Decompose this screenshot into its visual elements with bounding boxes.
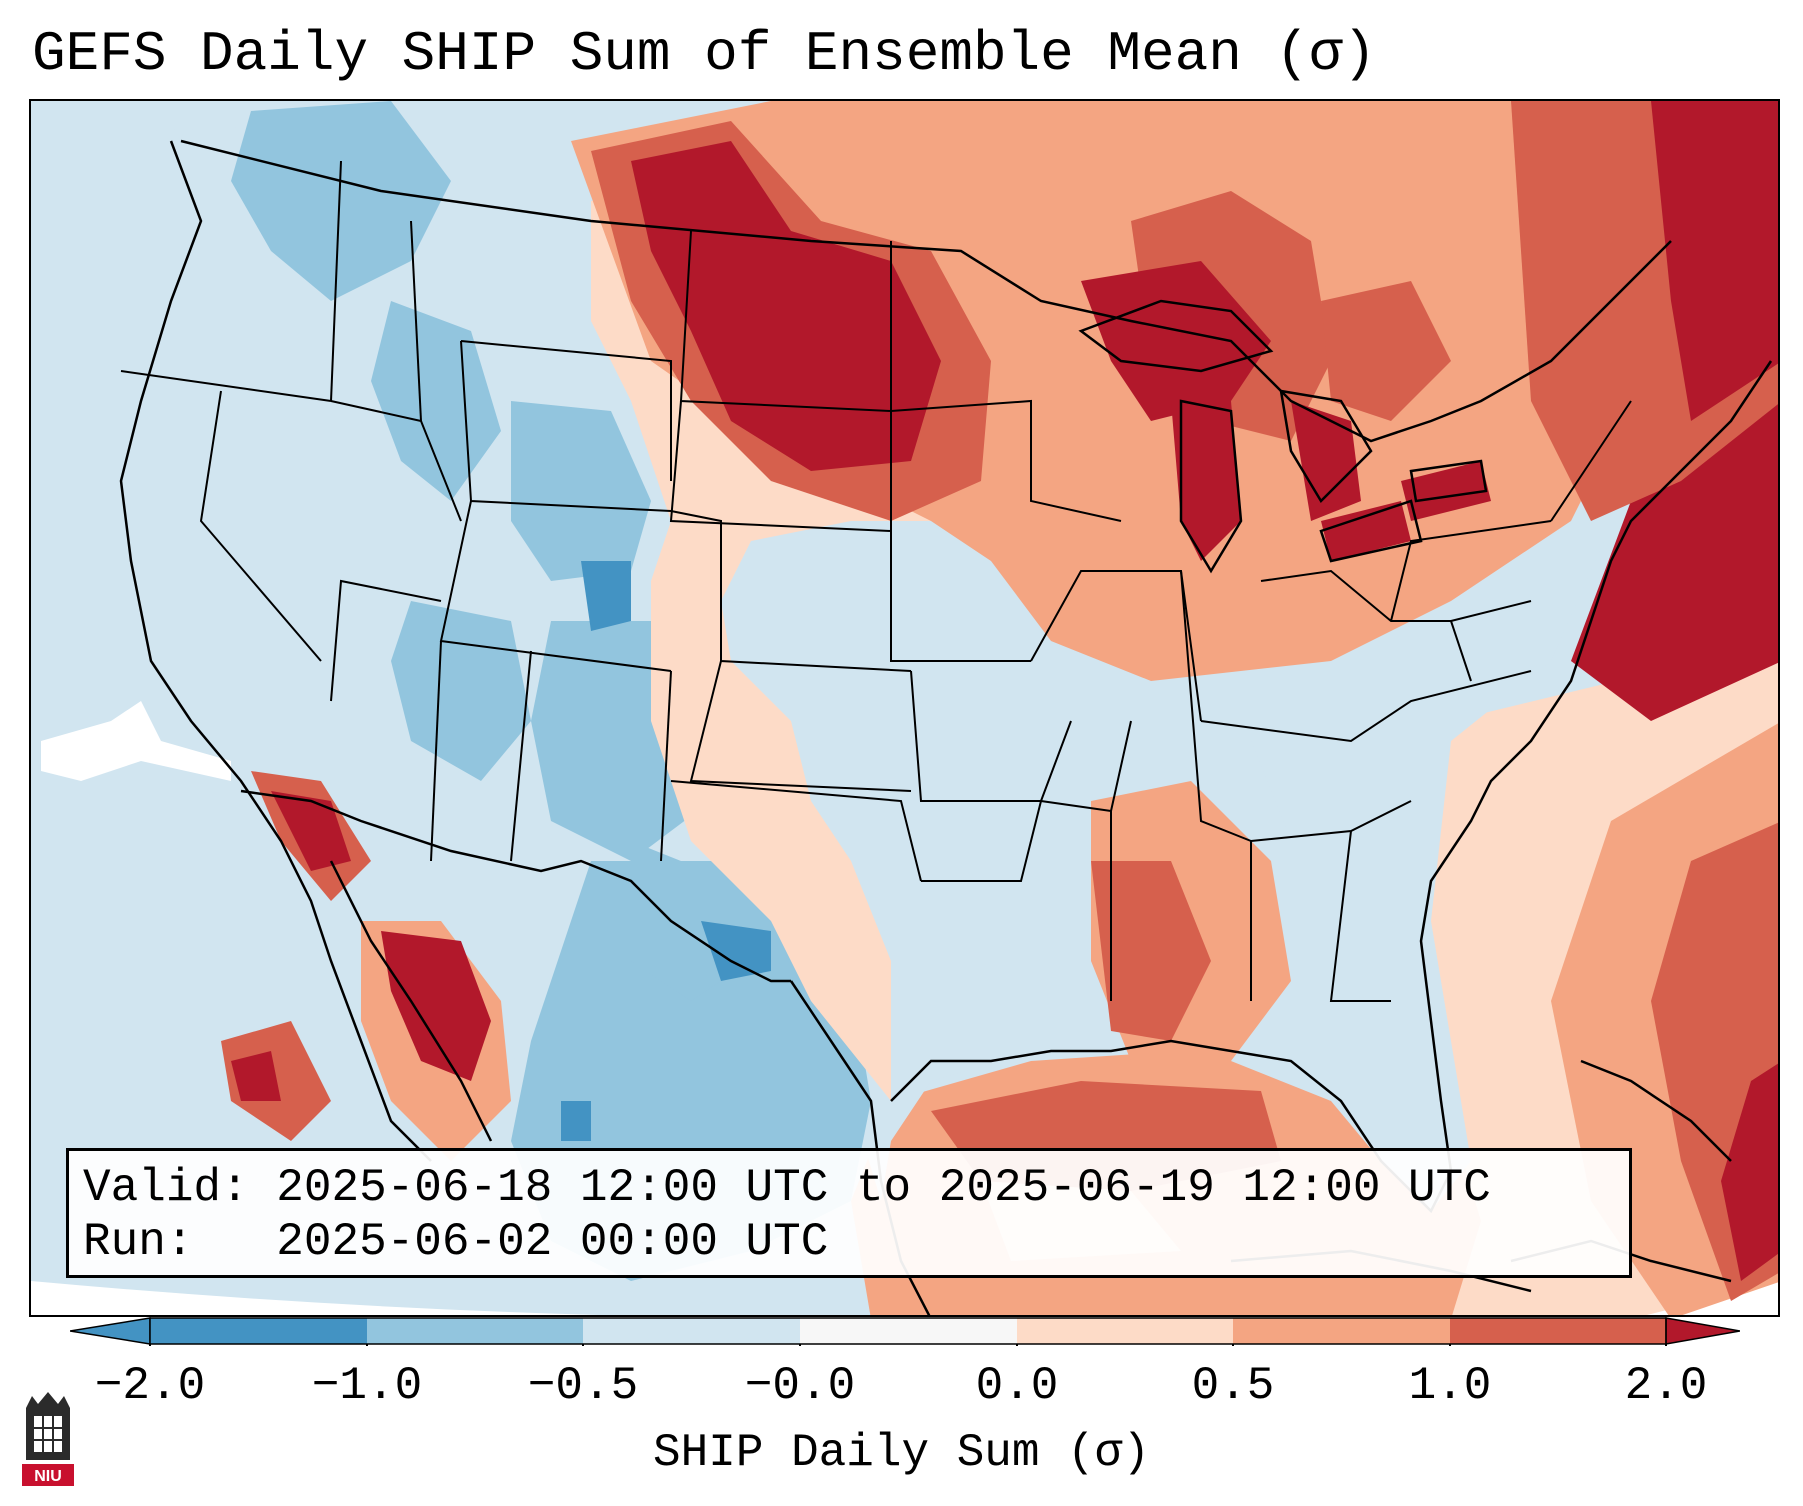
colorado-deep-blue (581, 561, 631, 631)
colorbar-extend-low (70, 1317, 151, 1345)
great-lakes-outlines (1078, 299, 1488, 574)
colorbar (70, 1317, 1740, 1346)
valid-info-box: Valid: 2025-06-18 12:00 UTC to 2025-06-1… (66, 1148, 1632, 1278)
colorbar-tick-label: −1.0 (311, 1360, 423, 1412)
colorbar-segment-3 (583, 1318, 800, 1344)
lake-michigan-dark-red (1171, 401, 1241, 561)
run-label: Run: (83, 1216, 194, 1268)
run-value: 2025-06-02 00:00 UTC (276, 1216, 829, 1268)
us-canada-border (180, 139, 1672, 443)
lake-superior-dark-red (1081, 261, 1271, 421)
valid-value: 2025-06-18 12:00 UTC to 2025-06-19 12:00… (276, 1162, 1491, 1214)
missing-data-patch (41, 701, 231, 781)
colorbar-extend-high (1665, 1317, 1740, 1345)
niu-logo-icon: NIU (22, 1392, 74, 1486)
mexico-deep-blue (561, 1101, 591, 1141)
la-dark-red (271, 791, 351, 871)
run-line: Run: 2025-06-02 00:00 UTC (83, 1215, 1629, 1269)
louisiana-red (1091, 861, 1211, 1041)
colorbar-tick-label: −2.0 (94, 1360, 206, 1412)
colorbar-tick-label: 0.5 (1191, 1360, 1275, 1412)
colorbar-segment-4 (800, 1318, 1017, 1344)
us-mexico-border (240, 789, 791, 983)
chart-title: GEFS Daily SHIP Sum of Ensemble Mean (σ) (32, 22, 1377, 86)
colorbar-segment-5 (1017, 1318, 1233, 1344)
lake-ontario-dark-red (1401, 461, 1491, 521)
logo-text: NIU (34, 1468, 62, 1485)
colorbar-tick-label: 0.0 (975, 1360, 1059, 1412)
colorbar-segment-7 (1450, 1318, 1666, 1344)
colorbar-tick-label: 2.0 (1624, 1360, 1708, 1412)
gulf-of-california-dark-red (381, 931, 491, 1081)
colorbar-segment-2 (367, 1318, 583, 1344)
northeast-coast-dark-red (1571, 403, 1778, 721)
utah-blue (391, 601, 531, 781)
atlantic-dark-red (1721, 1063, 1778, 1281)
colorbar-label: SHIP Daily Sum (σ) (653, 1427, 1150, 1479)
colorbar-tick-label: −0.5 (527, 1360, 639, 1412)
maine-dark-red (1651, 101, 1778, 421)
valid-line: Valid: 2025-06-18 12:00 UTC to 2025-06-1… (83, 1161, 1629, 1215)
texas-deep-blue (701, 921, 771, 981)
gulf-of-california-coast (329, 860, 493, 1142)
map-panel (29, 99, 1780, 1317)
colorbar-outline (149, 1317, 1667, 1345)
colorbar-segment-1 (150, 1318, 367, 1344)
gulf-atlantic-coastline (890, 360, 1773, 1214)
state-borders (120, 160, 1632, 1002)
lake-huron-dark-red (1291, 401, 1361, 521)
georgia-light-blue (1251, 721, 1411, 861)
florida-light-blue (1331, 961, 1431, 1141)
pacific-coastline (119, 140, 432, 1162)
canada-red (1321, 281, 1451, 421)
dakotas-dark-red (631, 141, 941, 471)
baja-pacific-dark-red (231, 1051, 281, 1101)
colorbar-segment-6 (1233, 1318, 1450, 1344)
pacific-northwest-blue (231, 101, 451, 301)
colorbar-tick-label: 1.0 (1408, 1360, 1492, 1412)
lake-erie-dark-red (1321, 501, 1411, 561)
colorbar-tick-label: −0.0 (744, 1360, 856, 1412)
colorbar-ticks (149, 1344, 1667, 1346)
valid-label: Valid: (83, 1162, 249, 1214)
forecast-map (31, 101, 1778, 1315)
wyoming-blue (511, 401, 651, 581)
